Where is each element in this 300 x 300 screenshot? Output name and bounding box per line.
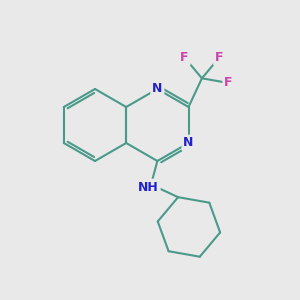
Text: F: F [224, 76, 233, 89]
Text: NH: NH [138, 181, 159, 194]
Text: N: N [152, 82, 163, 95]
Text: F: F [215, 51, 224, 64]
Text: F: F [180, 51, 189, 64]
Text: N: N [183, 136, 194, 149]
